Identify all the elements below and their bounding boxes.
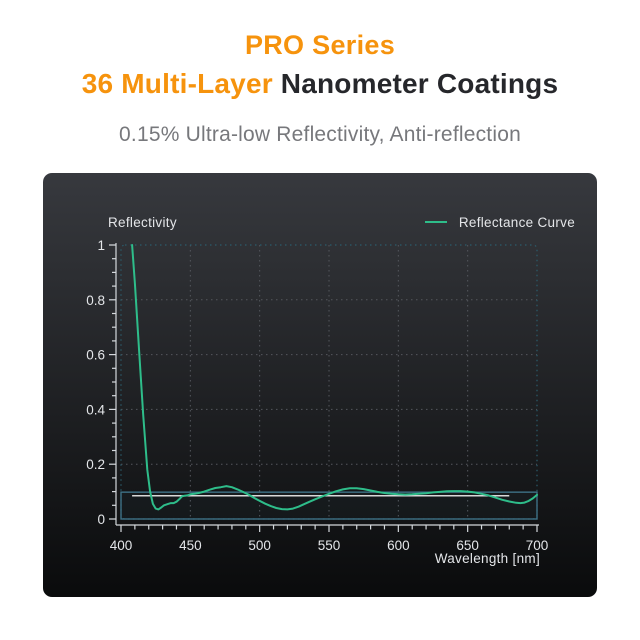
reflectance-curve xyxy=(131,244,538,511)
y-tick-label: 0.2 xyxy=(86,457,105,472)
x-tick-label: 700 xyxy=(526,538,549,553)
reference-band xyxy=(120,491,538,520)
y-tick-label: 0.4 xyxy=(86,402,105,417)
y-tick-label: 0 xyxy=(97,512,105,527)
chart-panel: 0 0.2 0.4 0.6 0.8 1 400 450 500 550 600 650 700 Refle… xyxy=(43,173,597,597)
x-tick-label: 600 xyxy=(387,538,410,553)
x-tick-label: 650 xyxy=(456,538,479,553)
x-tick-label: 450 xyxy=(179,538,202,553)
title-rest: Nanometer Coatings xyxy=(272,68,559,99)
legend-label: Reflectance Curve xyxy=(459,215,575,230)
reflectivity-chart: 0 0.2 0.4 0.6 0.8 1 400 450 500 550 600 650 700 Refle… xyxy=(86,215,575,566)
title-highlight: 36 Multi-Layer xyxy=(81,68,273,99)
x-tick-label: 500 xyxy=(248,538,271,553)
tagline: 0.15% Ultra-low Reflectivity, Anti-refle… xyxy=(119,123,521,146)
x-axis-label: Wavelength [nm] xyxy=(435,551,540,566)
y-axis-title: Reflectivity xyxy=(108,215,177,230)
page-subtitle-line: 36 Multi-Layer Nanometer Coatings xyxy=(0,68,640,100)
x-tick-label: 400 xyxy=(110,538,133,553)
page-title: PRO Series xyxy=(244,30,396,60)
header: PRO Series 36 Multi-Layer Nanometer Coat… xyxy=(0,30,640,147)
y-tick-label: 0.8 xyxy=(86,293,105,308)
x-tick-label: 550 xyxy=(318,538,341,553)
y-tick-label: 0.6 xyxy=(86,348,105,363)
y-tick-label: 1 xyxy=(97,238,105,253)
